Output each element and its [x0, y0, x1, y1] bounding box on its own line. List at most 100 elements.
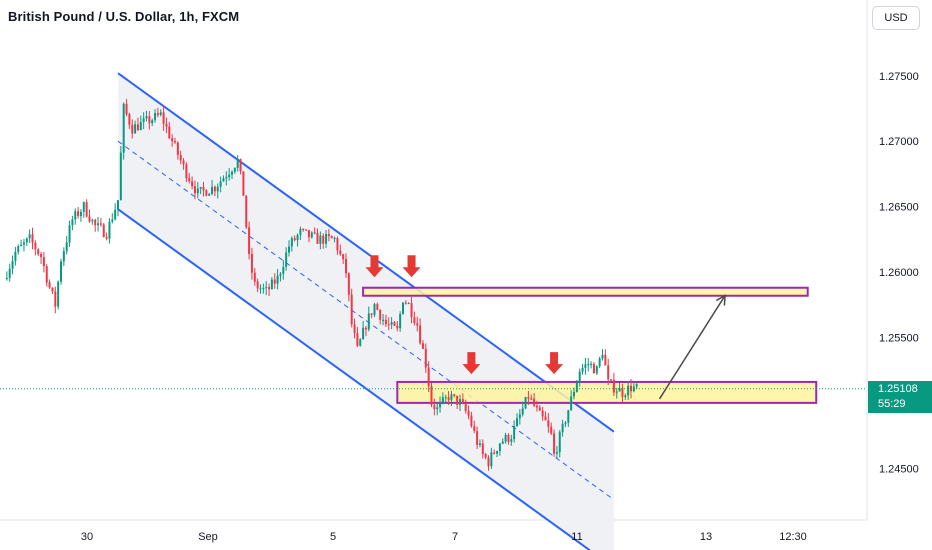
candle-body [54, 291, 57, 307]
candle-body [139, 121, 142, 131]
candle-body [179, 154, 182, 161]
candle-body [262, 288, 265, 290]
descending-channel[interactable] [117, 72, 615, 550]
candle-body [547, 420, 550, 427]
channel-middle-line[interactable] [117, 140, 615, 501]
candle-body [148, 116, 151, 124]
candle-body [627, 385, 630, 396]
candle-body [518, 414, 521, 419]
candle-body [154, 113, 157, 121]
candle-body [162, 112, 165, 124]
candle-body [270, 279, 273, 290]
down-arrow-marker[interactable] [545, 352, 564, 375]
time-tick-label: 7 [452, 531, 458, 543]
candle-body [538, 407, 541, 411]
currency-button[interactable]: USD [872, 6, 920, 30]
candle-body [521, 408, 524, 415]
candle-body [384, 319, 387, 325]
candle-body [456, 395, 459, 405]
candle-body [94, 219, 97, 226]
bar-countdown-label: 55:29 [878, 397, 906, 410]
candle-body [310, 232, 313, 238]
candle-body [573, 392, 575, 397]
candle-body [555, 452, 558, 454]
candle-body [342, 254, 345, 260]
candle-body [119, 152, 122, 201]
candle-body [319, 235, 322, 244]
candle-body [630, 385, 632, 392]
resistance-zone[interactable] [362, 286, 809, 297]
candle-body [635, 384, 638, 387]
candle-body [31, 234, 34, 243]
candle-body [48, 282, 51, 288]
candle-body [219, 181, 222, 187]
candle-body [410, 303, 413, 318]
candle-body [208, 193, 211, 196]
arrow-markers[interactable] [365, 255, 564, 375]
time-tick-label: 12:30 [779, 531, 807, 543]
support-zone[interactable] [396, 380, 818, 404]
channel-lower-line[interactable] [117, 208, 614, 550]
candle-body [211, 186, 214, 194]
candle-body [202, 187, 205, 191]
candle-body [28, 234, 31, 239]
zones[interactable] [362, 286, 818, 404]
candle-body [493, 452, 496, 454]
candle-body [581, 367, 584, 372]
candle-body [25, 238, 28, 243]
projection-arrow[interactable] [658, 294, 726, 400]
candle-body [350, 294, 353, 325]
price-axis[interactable]: 1.27500 1.27000 1.26500 1.26000 1.25500 1.245… [879, 71, 919, 475]
candle-body [558, 432, 561, 453]
candle-body [407, 303, 410, 305]
candle-body [182, 160, 185, 165]
candle-body [373, 304, 376, 315]
candle-body [587, 364, 590, 366]
candle-body [125, 103, 128, 115]
candle-body [533, 398, 536, 406]
time-axis[interactable]: 30 Sep 5 7 11 13 12:30 [81, 531, 807, 543]
projection-line[interactable] [658, 295, 726, 400]
candle-body [151, 120, 154, 124]
channel-upper-line[interactable] [117, 72, 615, 433]
candle-body [353, 324, 356, 334]
price-tick-label: 1.25500 [879, 332, 919, 344]
candle-body [567, 410, 570, 423]
candle-body [57, 281, 60, 307]
candle-body [136, 124, 139, 131]
candle-body [476, 431, 479, 446]
candle-body [461, 399, 464, 403]
candle-body [478, 443, 481, 446]
down-arrow-marker[interactable] [365, 255, 384, 278]
candle-body [404, 302, 407, 304]
time-tick-label: 11 [571, 531, 582, 543]
candle-body [40, 254, 43, 258]
candle-body [196, 188, 199, 194]
candle-body [607, 365, 610, 380]
candle-body [88, 216, 91, 222]
candle-body [590, 364, 593, 366]
candle-body [530, 398, 533, 400]
candle-body [82, 202, 85, 212]
price-tick-label: 1.27500 [879, 71, 919, 83]
current-price-label: 1.25108 [878, 382, 918, 395]
candle-body [228, 174, 231, 178]
candle-body [111, 219, 114, 222]
candle-body [37, 249, 40, 255]
candle-body [276, 275, 279, 284]
candle-body [299, 228, 302, 236]
down-arrow-marker[interactable] [402, 255, 421, 278]
projection-arrowhead [715, 294, 726, 306]
candle-body [327, 233, 330, 237]
candle-body [561, 423, 564, 433]
candle-body [20, 244, 23, 247]
candle-body [273, 279, 276, 284]
candle-body [268, 287, 271, 290]
candle-body [564, 422, 567, 424]
down-arrow-marker[interactable] [462, 352, 481, 375]
candle-body [498, 443, 501, 452]
candle-body [592, 364, 595, 374]
candle-body [171, 138, 174, 142]
candle-body [575, 382, 578, 393]
